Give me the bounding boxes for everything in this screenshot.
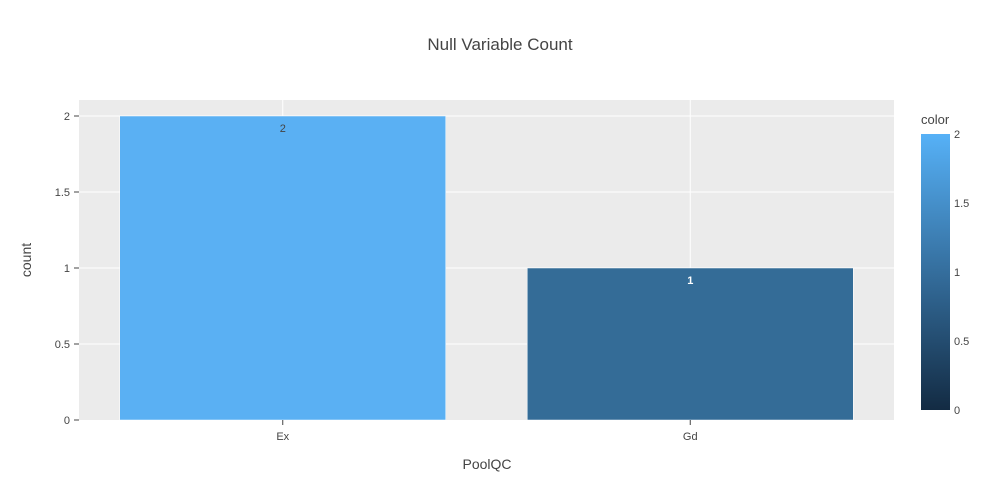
x-tick-label: Gd	[683, 431, 698, 443]
chart-title: Null Variable Count	[427, 35, 572, 54]
y-tick-label: 1	[64, 263, 70, 275]
y-tick-label: 0	[64, 415, 70, 427]
y-axis-title: count	[18, 243, 34, 277]
colorbar-tick-label: 1	[954, 267, 960, 279]
y-axis-ticks: 0 0.5 1 1.5 2	[55, 111, 79, 427]
colorbar-tick-label: 0.5	[954, 336, 969, 348]
bar-gd	[527, 267, 854, 421]
colorbar: color 0 0.5 1 1.5 2	[921, 112, 969, 417]
y-tick-label: 1.5	[55, 187, 70, 199]
colorbar-tick-label: 1.5	[954, 198, 969, 210]
colorbar-tick-label: 2	[954, 129, 960, 141]
colorbar-tick-label: 0	[954, 405, 960, 417]
data-label: 1	[687, 275, 693, 287]
x-axis-title: PoolQC	[462, 456, 511, 472]
data-label: 2	[280, 123, 286, 135]
bar-ex	[119, 115, 446, 421]
colorbar-gradient	[921, 134, 950, 410]
x-axis-ticks: Ex Gd	[276, 420, 698, 443]
bars: 21	[119, 115, 854, 421]
colorbar-title: color	[921, 112, 950, 127]
colorbar-ticks: 0 0.5 1 1.5 2	[954, 129, 969, 417]
x-tick-label: Ex	[276, 431, 289, 443]
y-tick-label: 0.5	[55, 339, 70, 351]
y-tick-label: 2	[64, 111, 70, 123]
